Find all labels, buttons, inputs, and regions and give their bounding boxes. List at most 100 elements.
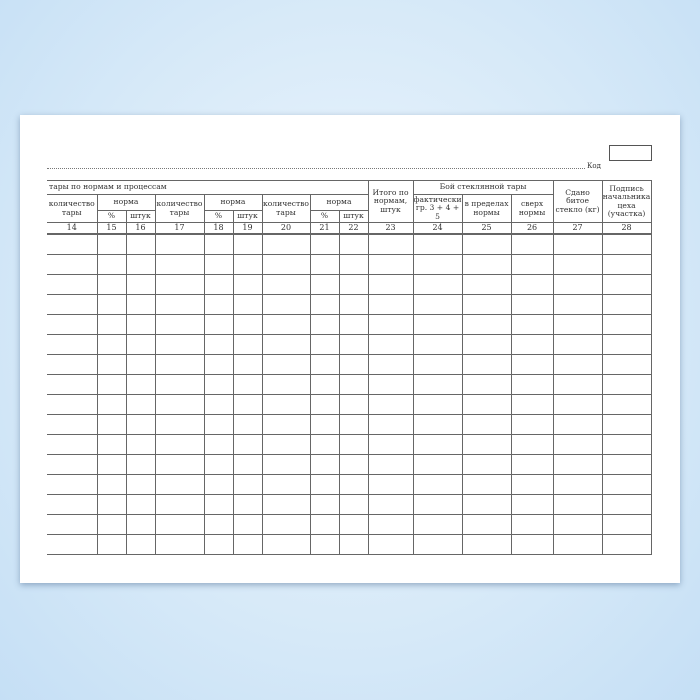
empty-cell[interactable] [232,494,263,515]
empty-cell[interactable] [461,294,512,315]
empty-cell[interactable] [601,454,652,475]
empty-cell[interactable] [367,254,414,275]
empty-cell[interactable] [203,294,234,315]
empty-cell[interactable] [96,234,127,255]
empty-cell[interactable] [412,334,463,355]
empty-cell[interactable] [338,374,369,395]
empty-cell[interactable] [261,234,311,255]
empty-cell[interactable] [309,434,340,455]
empty-cell[interactable] [367,234,414,255]
empty-cell[interactable] [552,534,603,555]
empty-cell[interactable] [338,334,369,355]
empty-cell[interactable] [232,394,263,415]
empty-cell[interactable] [552,434,603,455]
empty-cell[interactable] [461,414,512,435]
empty-cell[interactable] [47,374,98,395]
empty-cell[interactable] [510,394,554,415]
empty-cell[interactable] [96,254,127,275]
empty-cell[interactable] [154,294,205,315]
empty-cell[interactable] [96,334,127,355]
empty-cell[interactable] [510,534,554,555]
empty-cell[interactable] [367,314,414,335]
empty-cell[interactable] [232,414,263,435]
empty-cell[interactable] [261,314,311,335]
empty-cell[interactable] [232,314,263,335]
empty-cell[interactable] [203,434,234,455]
empty-cell[interactable] [125,474,156,495]
empty-cell[interactable] [367,534,414,555]
empty-cell[interactable] [367,434,414,455]
empty-cell[interactable] [125,234,156,255]
empty-cell[interactable] [125,274,156,295]
empty-cell[interactable] [154,414,205,435]
empty-cell[interactable] [309,454,340,475]
empty-cell[interactable] [232,474,263,495]
empty-cell[interactable] [261,414,311,435]
empty-cell[interactable] [338,274,369,295]
empty-cell[interactable] [261,494,311,515]
empty-cell[interactable] [96,394,127,415]
empty-cell[interactable] [96,434,127,455]
empty-cell[interactable] [338,294,369,315]
empty-cell[interactable] [309,254,340,275]
empty-cell[interactable] [338,454,369,475]
empty-cell[interactable] [552,414,603,435]
empty-cell[interactable] [412,454,463,475]
empty-cell[interactable] [154,494,205,515]
empty-cell[interactable] [338,314,369,335]
empty-cell[interactable] [601,474,652,495]
empty-cell[interactable] [601,234,652,255]
empty-cell[interactable] [367,274,414,295]
empty-cell[interactable] [125,334,156,355]
empty-cell[interactable] [47,394,98,415]
empty-cell[interactable] [261,374,311,395]
empty-cell[interactable] [338,514,369,535]
empty-cell[interactable] [96,314,127,335]
empty-cell[interactable] [601,354,652,375]
empty-cell[interactable] [510,374,554,395]
empty-cell[interactable] [601,314,652,335]
empty-cell[interactable] [461,474,512,495]
empty-cell[interactable] [125,454,156,475]
empty-cell[interactable] [203,274,234,295]
empty-cell[interactable] [461,314,512,335]
empty-cell[interactable] [367,414,414,435]
empty-cell[interactable] [96,494,127,515]
empty-cell[interactable] [47,514,98,535]
empty-cell[interactable] [232,274,263,295]
empty-cell[interactable] [47,314,98,335]
empty-cell[interactable] [309,414,340,435]
empty-cell[interactable] [461,494,512,515]
empty-cell[interactable] [412,294,463,315]
empty-cell[interactable] [96,354,127,375]
empty-cell[interactable] [261,254,311,275]
empty-cell[interactable] [601,374,652,395]
empty-cell[interactable] [552,354,603,375]
empty-cell[interactable] [261,354,311,375]
empty-cell[interactable] [601,394,652,415]
empty-cell[interactable] [510,414,554,435]
empty-cell[interactable] [203,374,234,395]
empty-cell[interactable] [461,374,512,395]
empty-cell[interactable] [154,314,205,335]
empty-cell[interactable] [412,254,463,275]
empty-cell[interactable] [552,254,603,275]
empty-cell[interactable] [96,294,127,315]
empty-cell[interactable] [338,234,369,255]
empty-cell[interactable] [96,474,127,495]
empty-cell[interactable] [47,434,98,455]
empty-cell[interactable] [338,254,369,275]
empty-cell[interactable] [125,374,156,395]
empty-cell[interactable] [510,294,554,315]
empty-cell[interactable] [203,514,234,535]
empty-cell[interactable] [461,254,512,275]
empty-cell[interactable] [125,254,156,275]
empty-cell[interactable] [461,454,512,475]
empty-cell[interactable] [125,354,156,375]
empty-cell[interactable] [461,334,512,355]
empty-cell[interactable] [552,394,603,415]
empty-cell[interactable] [232,534,263,555]
empty-cell[interactable] [510,234,554,255]
empty-cell[interactable] [309,314,340,335]
empty-cell[interactable] [367,494,414,515]
